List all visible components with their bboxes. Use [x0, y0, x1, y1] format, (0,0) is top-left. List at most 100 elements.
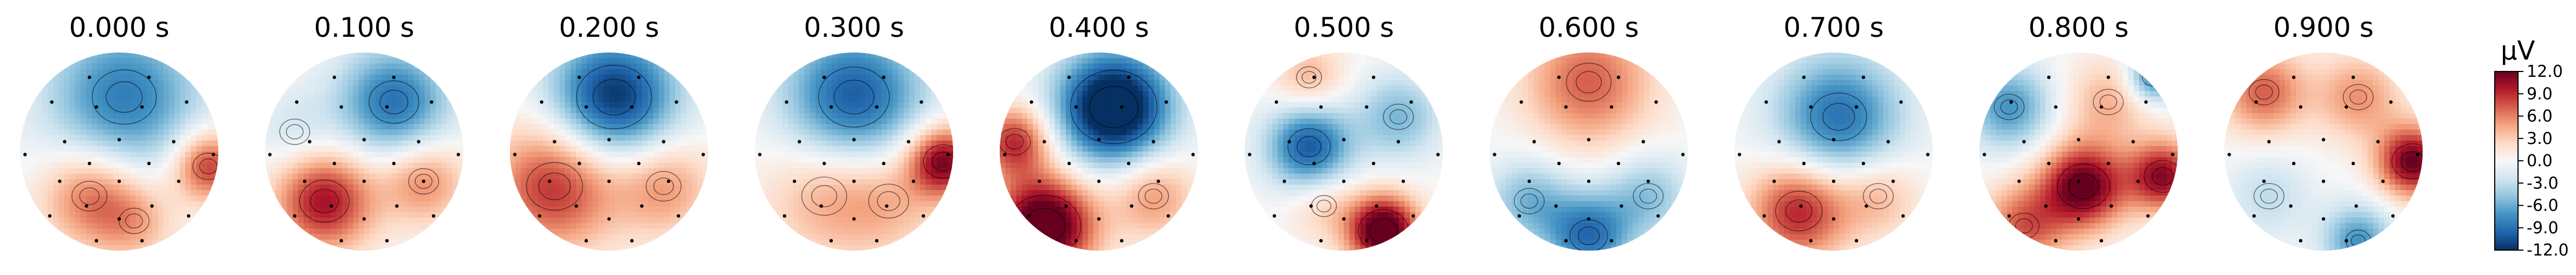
sensor-marker [308, 140, 312, 143]
contour-line [645, 171, 682, 202]
sensor-marker [332, 75, 336, 79]
sensor-marker [362, 217, 366, 221]
sensor-marker [1342, 179, 1346, 184]
sensor-marker [2321, 138, 2326, 142]
sensor-marker [676, 214, 681, 218]
contour-line [1513, 188, 1545, 214]
sensor-marker [1802, 161, 1806, 166]
sensor-marker [2344, 105, 2348, 109]
contour-line [192, 153, 218, 180]
sensor-marker [385, 105, 389, 109]
contour-line [2255, 84, 2273, 100]
sensor-marker [607, 179, 611, 184]
sensor-marker [1371, 161, 1376, 166]
sensor-marker [1519, 100, 1523, 104]
sensor-marker [2254, 100, 2258, 104]
contour-line [92, 69, 157, 125]
sensor-marker [607, 138, 611, 142]
sensor-marker [907, 140, 910, 143]
sensor-marker [87, 75, 92, 79]
sensor-marker [785, 100, 788, 104]
sensor-marker [829, 239, 833, 243]
sensor-marker [1809, 105, 1813, 109]
sensor-marker [392, 161, 396, 166]
topomap-field [1000, 53, 1198, 251]
sensor-marker [553, 140, 556, 143]
contour-line [1520, 193, 1538, 209]
sensor-marker [1620, 204, 1623, 208]
sensor-marker [798, 140, 801, 143]
contour-line [653, 178, 674, 195]
sensor-marker [852, 138, 856, 142]
topomap-panel: 0.300 s [755, 12, 953, 251]
sensor-marker [2292, 75, 2296, 79]
sensor-marker [822, 75, 826, 79]
contour-line [1089, 86, 1139, 128]
sensor-marker [882, 161, 886, 166]
sensor-marker [303, 179, 307, 184]
sensor-marker [2076, 138, 2081, 142]
contour-line [576, 64, 652, 129]
sensor-marker [1127, 75, 1131, 79]
sensor-marker [829, 105, 833, 109]
sensor-marker [2076, 217, 2081, 221]
contour-line [1005, 134, 1024, 150]
contour-line [2260, 188, 2278, 204]
sensor-marker [140, 105, 144, 109]
sensor-marker [1861, 161, 1866, 166]
topomap-panel: 0.600 s [1490, 12, 1688, 251]
sensor-marker [637, 161, 641, 166]
contour-line [1639, 188, 1658, 204]
sensor-marker [1532, 140, 1536, 143]
sensor-marker [1312, 75, 1316, 79]
colorbar-tick-label: -12.0 [2527, 241, 2569, 260]
sensor-marker [1854, 239, 1859, 243]
sensor-marker [87, 161, 92, 166]
contour-line [2391, 143, 2423, 180]
sensor-marker [48, 214, 52, 218]
sensor-marker [630, 105, 634, 109]
sensor-marker [2262, 179, 2266, 184]
topomap-panel: 0.500 s [1245, 12, 1443, 251]
sensor-marker [1764, 100, 1768, 104]
sensor-marker [2171, 153, 2174, 156]
sensor-marker [1364, 105, 1369, 109]
contour-line [1144, 188, 1162, 204]
time-label: 0.500 s [1293, 12, 1394, 43]
time-label: 0.900 s [2273, 12, 2373, 43]
sensor-marker [1191, 153, 1195, 156]
contour-line [833, 80, 875, 115]
sensor-marker [1865, 204, 1868, 208]
sensor-marker [2351, 75, 2355, 79]
contour-line [368, 80, 419, 124]
time-label: 0.000 s [69, 12, 169, 43]
sensor-marker [1646, 179, 1650, 184]
contour-line [1565, 62, 1612, 102]
contour-line [1383, 103, 1414, 130]
contour-line [1577, 226, 1600, 245]
colorbar-tick-label: 0.0 [2527, 152, 2553, 171]
sensor-marker [1283, 179, 1286, 184]
sensor-marker [1517, 214, 1522, 218]
contour-line [2142, 68, 2164, 87]
sensor-marker [1901, 214, 1905, 218]
contour-line [415, 173, 433, 189]
contour-line [1785, 199, 1813, 223]
sensor-marker [1074, 105, 1078, 109]
contour-line [1822, 103, 1855, 131]
sensor-marker [822, 161, 826, 166]
sensor-marker [63, 140, 67, 143]
sensor-marker [2109, 204, 2113, 208]
contour-line [279, 119, 310, 145]
contour-line [1862, 183, 1894, 209]
topomap-field [510, 53, 708, 251]
sensor-marker [50, 100, 54, 104]
sensor-marker [2146, 214, 2150, 218]
sensor-marker [662, 140, 665, 143]
sensor-marker [548, 179, 552, 184]
colorbar-tick-label: -9.0 [2527, 219, 2559, 238]
sensor-marker [819, 204, 823, 208]
topomap-panel: 0.700 s [1734, 12, 1933, 251]
contour-line [1316, 199, 1332, 213]
